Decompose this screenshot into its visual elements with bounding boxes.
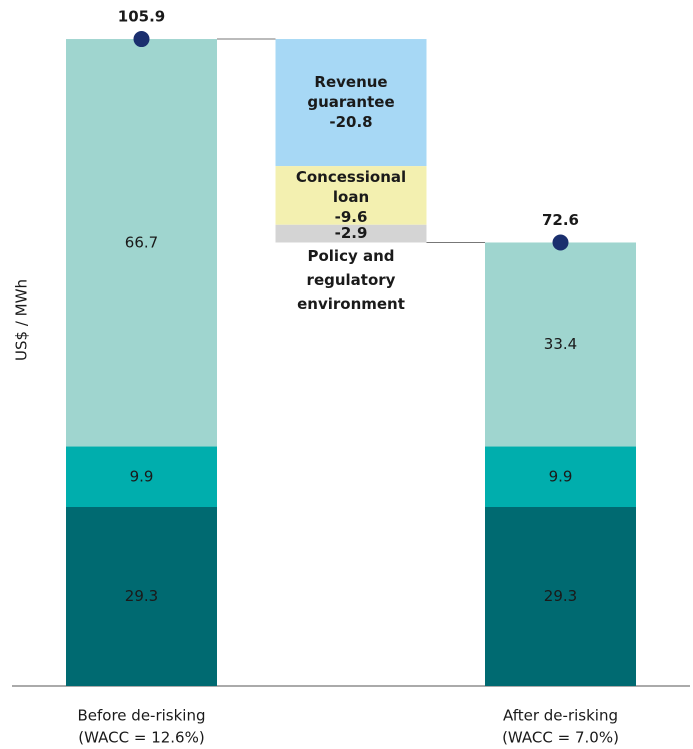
step-label: guarantee <box>307 93 394 111</box>
step-label: loan <box>333 188 369 206</box>
x-tick-label: (WACC = 7.0%) <box>502 729 619 747</box>
value-label: 29.3 <box>544 587 577 605</box>
value-label: 33.4 <box>544 335 577 353</box>
x-tick-label: (WACC = 12.6%) <box>78 729 204 747</box>
bar-segment <box>485 242 636 447</box>
bar-segment <box>485 507 636 686</box>
step-value: -2.9 <box>335 224 368 242</box>
step-value: -20.8 <box>329 113 372 131</box>
value-label: 9.9 <box>549 467 573 485</box>
total-dot <box>133 31 150 48</box>
step-label: regulatory <box>307 271 396 289</box>
total-label: 105.9 <box>118 8 165 26</box>
step-bar <box>275 166 427 225</box>
step-label: Policy and <box>307 247 394 265</box>
value-label: 29.3 <box>125 587 158 605</box>
bar-segment <box>485 446 636 508</box>
value-label: 66.7 <box>125 233 158 251</box>
step-label: Concessional <box>296 168 406 186</box>
value-label: 9.9 <box>130 467 154 485</box>
step-label: environment <box>297 295 405 313</box>
x-tick-label: After de-risking <box>503 707 618 725</box>
total-dot <box>552 234 569 251</box>
step-label: Revenue <box>314 73 387 91</box>
y-axis-label: US$ / MWh <box>13 279 31 361</box>
step-bar <box>275 39 427 167</box>
bar-segment <box>66 507 217 686</box>
step-bar <box>275 224 427 243</box>
step-value: -9.6 <box>335 208 368 226</box>
bar-segment <box>66 446 217 508</box>
bar-segment <box>66 39 217 447</box>
total-label: 72.6 <box>542 211 579 229</box>
x-tick-label: Before de-risking <box>77 707 205 725</box>
